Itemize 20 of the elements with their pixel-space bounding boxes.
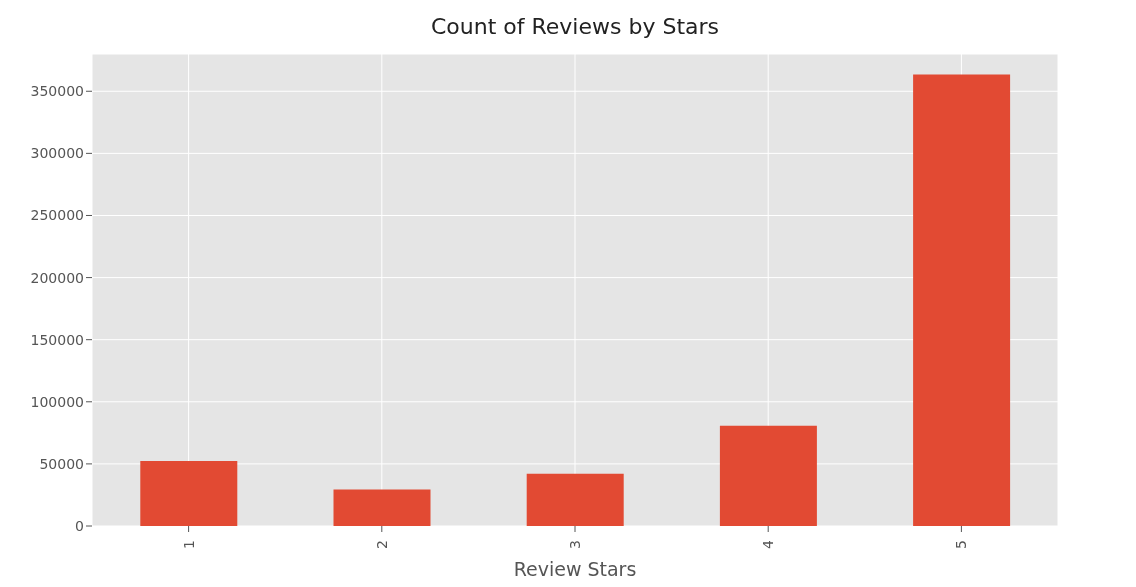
y-tick-label: 250000 <box>30 207 84 224</box>
y-tick-label: 150000 <box>30 331 84 348</box>
y-tick-label: 0 <box>75 517 84 534</box>
bar <box>333 489 431 526</box>
y-tick-label: 300000 <box>30 145 84 162</box>
chart-title: Count of Reviews by Stars <box>430 13 720 41</box>
x-axis-title: Review Stars <box>513 558 637 580</box>
y-tick-label: 200000 <box>30 269 84 286</box>
x-tick-label: 3 <box>567 540 583 549</box>
bar <box>140 461 238 526</box>
y-tick-label: 350000 <box>30 83 84 100</box>
x-tick-label: 4 <box>760 539 777 549</box>
x-tick-label: 5 <box>953 540 970 549</box>
y-tick-label: 100000 <box>30 393 84 410</box>
x-tick-label: 1 <box>180 540 197 549</box>
y-tick-label: 50000 <box>39 455 84 472</box>
x-tick-label: 2 <box>373 540 390 549</box>
bar <box>913 74 1011 526</box>
bar <box>526 473 624 526</box>
bar <box>719 425 817 526</box>
